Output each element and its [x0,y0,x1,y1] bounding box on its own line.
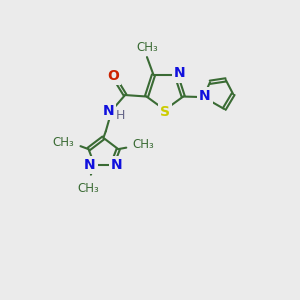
Text: N: N [111,158,123,172]
Text: CH₃: CH₃ [132,138,154,151]
Text: H: H [115,109,125,122]
Text: CH₃: CH₃ [53,136,75,149]
Text: O: O [107,69,119,83]
Text: N: N [174,66,186,80]
Text: N: N [84,158,96,172]
Text: CH₃: CH₃ [136,40,158,53]
Text: CH₃: CH₃ [77,182,99,194]
Text: N: N [199,88,211,103]
Text: N: N [102,104,114,118]
Text: S: S [160,105,170,119]
